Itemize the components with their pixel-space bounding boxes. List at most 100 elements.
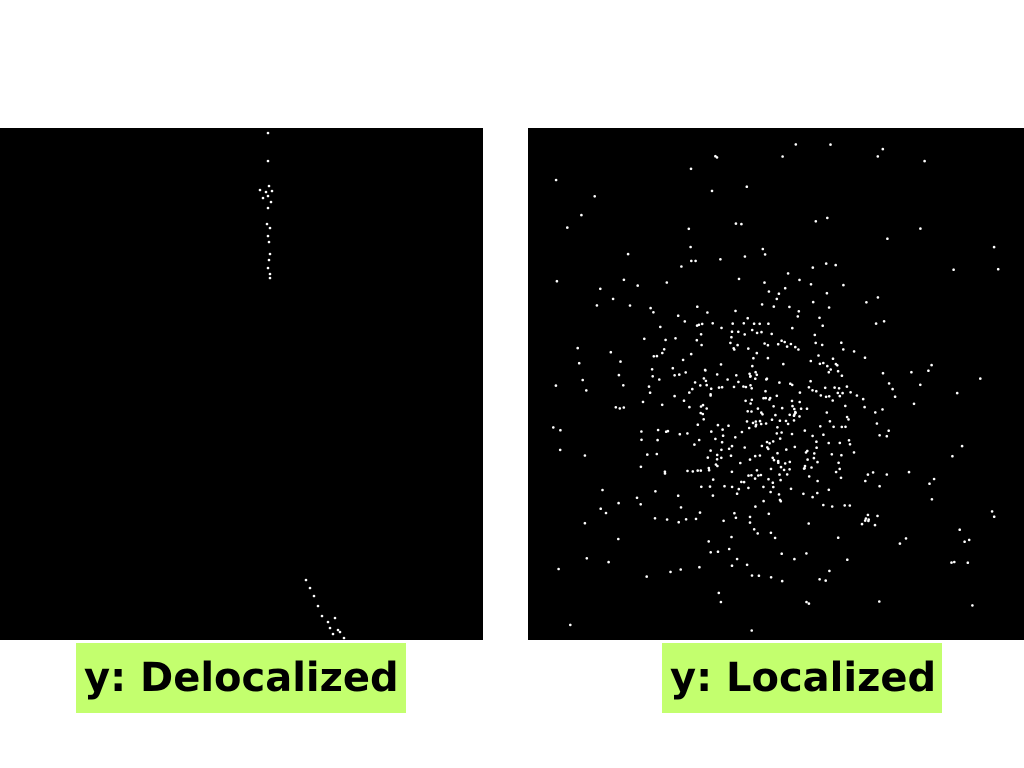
- scatter-dot: [912, 402, 916, 406]
- scatter-dot: [819, 394, 823, 397]
- scatter-dot: [702, 377, 706, 380]
- scatter-dot: [762, 396, 765, 400]
- scatter-dot: [555, 279, 559, 283]
- scatter-dot: [779, 465, 783, 469]
- scatter-dot: [786, 422, 790, 426]
- scatter-dot: [554, 384, 558, 387]
- scatter-dot: [790, 432, 794, 436]
- scatter-dot: [730, 470, 734, 474]
- scatter-dot: [328, 626, 332, 630]
- scatter-dot: [780, 406, 784, 410]
- scatter-dot: [783, 340, 786, 344]
- scatter-dot: [673, 394, 676, 398]
- scatter-dot: [732, 385, 736, 389]
- scatter-dot: [755, 373, 759, 377]
- scatter-dot: [790, 383, 794, 387]
- scatter-dot: [769, 490, 772, 494]
- scatter-dot: [747, 426, 751, 430]
- scatter-dot: [622, 384, 625, 387]
- scatter-dot: [817, 354, 820, 357]
- scatter-dot: [807, 522, 810, 525]
- scatter-dot: [735, 492, 739, 496]
- scatter-dot: [730, 564, 734, 567]
- scatter-dot: [699, 384, 702, 387]
- scatter-dot: [645, 575, 648, 578]
- scatter-dot: [719, 600, 723, 604]
- scatter-dot: [772, 485, 775, 489]
- scatter-dot: [331, 632, 335, 636]
- scatter-dot: [697, 438, 701, 442]
- scatter-dot: [793, 445, 797, 449]
- scatter-dot: [636, 284, 639, 287]
- scatter-dot: [794, 345, 797, 349]
- scatter-dot: [614, 406, 618, 409]
- scatter-dot: [990, 510, 994, 513]
- scatter-dot: [766, 343, 770, 347]
- scatter-dot: [777, 292, 781, 295]
- scatter-dot: [709, 551, 712, 554]
- scatter-dot: [748, 521, 752, 524]
- scatter-dot: [836, 391, 840, 395]
- scatter-dot: [752, 528, 756, 531]
- scatter-dot: [809, 283, 813, 286]
- scatter-dot: [761, 247, 765, 251]
- scatter-dot: [826, 364, 829, 368]
- scatter-dot: [780, 431, 783, 434]
- scatter-dot: [756, 532, 759, 535]
- scatter-dot: [815, 446, 818, 450]
- scatter-dot: [798, 415, 801, 418]
- scatter-dot: [748, 372, 751, 376]
- scatter-dot: [852, 350, 856, 353]
- scatter-dot: [704, 369, 707, 372]
- scatter-dot: [864, 479, 867, 483]
- scatter-dot: [798, 278, 801, 282]
- scatter-dot: [863, 405, 866, 409]
- scatter-dot: [755, 331, 759, 335]
- scatter-dot: [729, 341, 732, 345]
- scatter-dot: [709, 449, 712, 452]
- scatter-dot: [686, 432, 689, 435]
- scatter-dot: [671, 366, 675, 370]
- scatter-dot: [261, 196, 265, 200]
- scatter-dot: [781, 155, 784, 158]
- scatter-dot: [812, 456, 816, 460]
- scatter-dot: [716, 423, 720, 427]
- scatter-dot: [742, 480, 746, 484]
- scatter-dot: [599, 507, 602, 511]
- scatter-dot: [749, 375, 752, 378]
- scatter-dot: [673, 374, 676, 377]
- scatter-dot: [733, 348, 736, 351]
- scatter-dot: [809, 379, 812, 383]
- scatter-dot: [737, 487, 741, 491]
- scatter-dot: [771, 456, 774, 460]
- scatter-dot: [815, 440, 818, 444]
- scatter-dot: [818, 316, 821, 320]
- scatter-dot: [683, 320, 687, 323]
- scatter-dot: [688, 405, 691, 409]
- scatter-dot: [765, 378, 768, 381]
- localized-dot-plot: [552, 143, 1000, 632]
- scatter-dot: [601, 488, 604, 492]
- scatter-dot: [928, 482, 931, 486]
- scatter-dot: [828, 420, 832, 423]
- scatter-dot: [559, 428, 562, 432]
- scatter-dot: [996, 267, 1000, 271]
- scatter-dot: [798, 391, 802, 394]
- scatter-dot: [887, 382, 891, 385]
- scatter-dot: [907, 470, 911, 474]
- scatter-dot: [709, 387, 713, 391]
- scatter-dot: [607, 560, 610, 564]
- scatter-dot: [267, 240, 271, 244]
- scatter-dot: [750, 387, 753, 390]
- scatter-dot: [691, 470, 695, 473]
- scatter-dot: [604, 511, 608, 515]
- scatter-dot: [791, 326, 794, 330]
- scatter-dot: [826, 216, 829, 220]
- scatter-dot: [881, 147, 885, 151]
- scatter-dot: [719, 363, 723, 366]
- scatter-dot: [798, 400, 801, 404]
- scatter-dot: [843, 504, 846, 507]
- scatter-dot: [643, 337, 646, 341]
- scatter-dot: [258, 188, 262, 192]
- scatter-dot: [744, 385, 748, 389]
